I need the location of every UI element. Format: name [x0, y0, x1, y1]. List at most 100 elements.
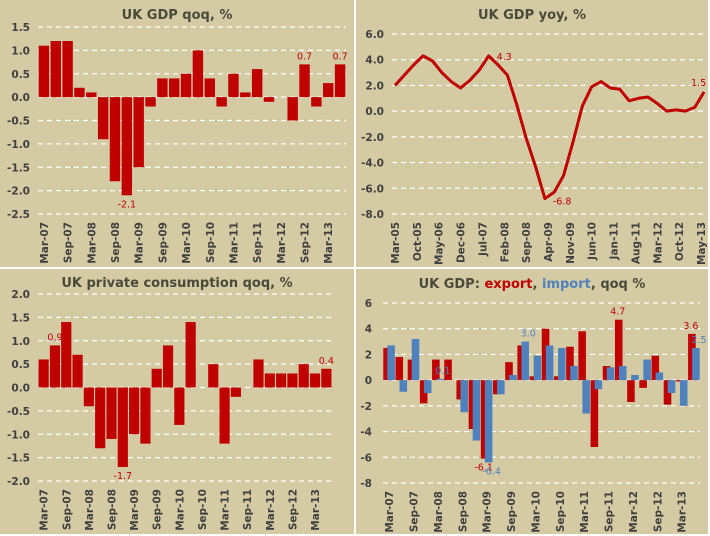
x-tick-label: Mar-08 [84, 489, 96, 531]
y-tick-label: -0.5 [7, 406, 30, 418]
x-tick-label: Sep-10 [555, 491, 567, 532]
bar-values [287, 97, 298, 121]
y-tick-label: -2.0 [7, 476, 30, 488]
bar-import [545, 345, 554, 381]
bar-import [436, 378, 444, 381]
bar-values [287, 373, 298, 388]
bar-values [38, 359, 49, 388]
bar-export [444, 359, 452, 381]
bar-export [566, 346, 574, 381]
bar-import [533, 355, 542, 381]
data-label: -2.1 [118, 199, 137, 210]
bar-values [117, 387, 128, 467]
x-tick-label: Sep-07 [61, 489, 73, 530]
y-tick-label: -6.0 [361, 183, 384, 195]
bar-export [505, 362, 513, 381]
x-tick-label: Mar-07 [384, 491, 396, 533]
chart-title: UK GDP: export, import, qoq % [419, 277, 646, 292]
bar-values [97, 97, 109, 140]
data-label: 4.7 [610, 307, 625, 318]
bar-values [169, 78, 180, 98]
bar-export [517, 345, 525, 381]
bar-export [395, 357, 404, 381]
x-tick-label: Mar-05 [390, 222, 402, 264]
chart-gdp-yoy: UK GDP yoy, % 6.0 4.0 2.0 0.0 -2.0 -4.0 -6.0 -8.… [361, 8, 708, 265]
bar-values [334, 64, 346, 98]
x-tick-label: Sep-08 [110, 222, 122, 263]
y-tick-label: 6.0 [365, 29, 384, 41]
bar-values [145, 97, 156, 107]
bar-export [627, 380, 635, 402]
x-tick-label: Sep-11 [604, 491, 616, 532]
bar-values [49, 345, 61, 388]
bar-import [387, 345, 395, 381]
bar-values [83, 387, 94, 407]
data-label: 4.3 [497, 52, 512, 63]
panel-export-import-qoq: UK GDP: export, import, qoq % 6 4 2 0 -2 -4 -6 -… [356, 269, 708, 534]
bar-export [468, 380, 477, 429]
x-tick-label: Sep-08 [521, 222, 533, 263]
bar-import [399, 380, 408, 392]
bar-import [460, 380, 469, 413]
bar-export [493, 380, 501, 395]
x-tick-label: Dec-06 [456, 222, 468, 263]
x-tick-label: Sep-07 [408, 491, 420, 532]
x-tick-label: Mar-11 [228, 222, 240, 264]
bar-import [679, 380, 688, 406]
bar-values [228, 73, 239, 98]
chart-title: UK GDP yoy, % [478, 8, 586, 23]
x-tick-label: Mar-11 [220, 489, 232, 531]
x-tick-label: Mar-09 [129, 489, 141, 531]
chart-title: UK GDP qoq, % [122, 8, 233, 23]
y-tick-label: -4 [360, 427, 372, 439]
x-tick-label: Mar-13 [677, 491, 689, 533]
bar-values [129, 387, 140, 435]
data-label: 3.0 [521, 329, 536, 340]
x-tick-label: Mar-13 [323, 222, 335, 264]
x-tick-label: Sep-12 [287, 489, 299, 530]
bar-values [157, 78, 168, 98]
bar-values [219, 387, 230, 444]
bar-export [407, 359, 416, 381]
bar-export [529, 376, 538, 381]
x-tick-label: May-13 [696, 222, 708, 265]
title-part: export [484, 277, 532, 292]
bar-export [383, 348, 391, 381]
bar-export [639, 380, 647, 388]
bar-import [631, 375, 639, 381]
bar-values [230, 387, 241, 397]
x-tick-label: Apr-09 [543, 222, 555, 262]
bar-import [558, 348, 566, 381]
data-label: -6.4 [482, 466, 501, 477]
x-tick-label: Sep-10 [197, 489, 209, 530]
x-tick-label: Mar-10 [174, 489, 186, 531]
y-tick-label: 2 [365, 349, 372, 361]
chart-title: UK private consumption qoq, % [61, 276, 292, 291]
x-tick-label: Jan-11 [609, 222, 621, 260]
bar-values [174, 387, 185, 425]
bar-values [298, 364, 309, 388]
x-tick-label: Sep-09 [157, 222, 169, 263]
y-tick-label: -2.0 [361, 132, 384, 144]
y-tick-label: -1.0 [7, 429, 30, 441]
bar-values [251, 69, 263, 98]
bar-export [432, 359, 440, 381]
bar-export [651, 355, 660, 381]
bar-export [456, 380, 465, 400]
y-tick-label: -0.5 [7, 116, 30, 128]
bar-values [162, 345, 174, 388]
y-tick-label: -8 [360, 478, 372, 490]
chart-consumption-qoq: UK private consumption qoq, % 2.0 1.5 1.0 0.… [7, 276, 334, 531]
data-label: 0.1 [435, 366, 450, 377]
bar-import [692, 348, 700, 381]
bar-values [38, 45, 50, 98]
y-tick-label: 4 [365, 324, 372, 336]
x-tick-label: Mar-08 [86, 222, 98, 264]
data-label: -6.1 [474, 463, 493, 474]
data-label: 3.6 [683, 321, 698, 332]
bar-values [72, 354, 83, 388]
bar-import [655, 372, 664, 381]
y-tick-label: -1.0 [7, 139, 30, 151]
x-tick-label: Mar-09 [134, 222, 146, 264]
y-tick-label: -4.0 [361, 158, 384, 170]
